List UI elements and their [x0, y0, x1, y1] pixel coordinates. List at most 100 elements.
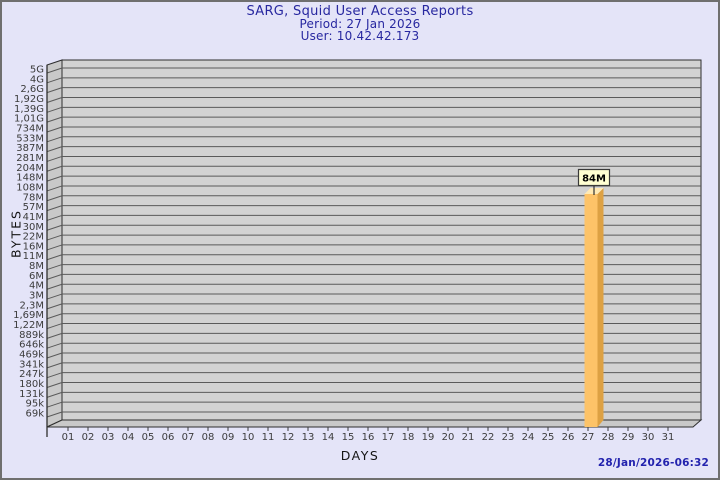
y-tick-label: 1,69M [13, 310, 44, 321]
y-tick [46, 106, 63, 113]
y-tick [46, 264, 63, 271]
y-tick-label: 734M [16, 123, 44, 134]
y-tick-label: 8M [29, 261, 44, 272]
x-tick-label: 23 [502, 432, 515, 443]
y-tick [46, 342, 63, 349]
x-tick-label: 03 [102, 432, 115, 443]
y-tick-label: 4G [30, 74, 44, 85]
x-tick-label: 30 [642, 432, 655, 443]
y-tick [46, 224, 63, 231]
y-tick [46, 293, 63, 300]
x-tick-label: 05 [142, 432, 155, 443]
y-tick [46, 155, 63, 162]
y-tick [46, 372, 63, 379]
x-tick-label: 06 [162, 432, 175, 443]
y-tick-label: 6M [29, 271, 44, 282]
y-tick-label: 180k [19, 379, 44, 390]
x-tick-label: 24 [522, 432, 535, 443]
y-tick-label: 78M [23, 192, 44, 203]
x-tick-label: 27 [582, 432, 595, 443]
x-tick-label: 13 [302, 432, 315, 443]
y-tick-label: 2,3M [19, 300, 44, 311]
x-tick-label: 19 [422, 432, 435, 443]
x-tick-label: 31 [662, 432, 675, 443]
y-tick-label: 387M [16, 143, 44, 154]
y-tick-label: 204M [16, 163, 44, 174]
y-tick-label: 22M [23, 232, 44, 243]
y-tick-label: 95k [25, 399, 44, 410]
y-tick-label: 1,22M [13, 320, 44, 331]
y-tick-label: 69k [25, 409, 44, 420]
x-tick-label: 11 [262, 432, 275, 443]
y-tick [46, 77, 63, 84]
x-tick-label: 26 [562, 432, 575, 443]
y-tick [46, 136, 63, 143]
x-tick-label: 02 [82, 432, 95, 443]
y-tick-label: 646k [19, 340, 44, 351]
y-tick [46, 323, 63, 330]
x-axis-title: DAYS [340, 448, 380, 463]
y-tick-label: 281M [16, 153, 44, 164]
x-tick-label: 16 [362, 432, 375, 443]
y-tick-label: 57M [23, 202, 44, 213]
y-tick-label: 131k [19, 389, 44, 400]
y-tick [46, 185, 63, 192]
generated-timestamp: 28/Jan/2026-06:32 [597, 457, 709, 469]
x-tick-label: 25 [542, 432, 555, 443]
y-tick [46, 362, 63, 369]
y-tick-label: 4M [29, 281, 44, 292]
y-tick [46, 146, 63, 153]
y-tick-label: 1,92G [14, 94, 44, 105]
bar-side-face [597, 188, 604, 427]
y-tick [46, 165, 63, 172]
y-tick-label: 41M [23, 212, 44, 223]
y-tick-label: 30M [23, 222, 44, 233]
y-tick [46, 205, 63, 212]
x-tick-label: 20 [442, 432, 455, 443]
y-tick [46, 273, 63, 280]
y-axis-title: BYTES [8, 209, 24, 258]
back-wall [61, 59, 702, 421]
x-tick-label: 01 [62, 432, 75, 443]
y-tick [46, 283, 63, 290]
y-tick-label: 247k [19, 369, 44, 380]
y-tick [46, 214, 63, 221]
y-tick [46, 126, 63, 133]
bar-day-27 [584, 194, 598, 427]
y-tick-label: 3M [29, 291, 44, 302]
chart-header: SARG, Squid User Access Reports Period: … [2, 5, 718, 42]
y-tick-label: 16M [23, 241, 44, 252]
x-tick-label: 14 [322, 432, 335, 443]
x-tick-label: 21 [462, 432, 475, 443]
y-tick-label: 11M [23, 251, 44, 262]
y-tick-label: 341k [19, 359, 44, 370]
y-tick [46, 195, 63, 202]
chart-user: User: 10.42.42.173 [300, 29, 420, 43]
y-tick [46, 332, 63, 339]
y-tick [46, 234, 63, 241]
x-tick-label: 29 [622, 432, 635, 443]
y-tick-label: 148M [16, 173, 44, 184]
y-tick [46, 391, 63, 398]
y-tick-label: 889k [19, 330, 44, 341]
bar-value-label: 84M [582, 174, 606, 185]
x-tick-label: 28 [602, 432, 615, 443]
x-tick-label: 09 [222, 432, 235, 443]
y-tick [46, 401, 63, 408]
y-tick-label: 1,39G [14, 104, 44, 115]
y-tick [46, 254, 63, 261]
y-tick [46, 411, 63, 418]
y-tick [46, 87, 63, 94]
x-tick-label: 18 [402, 432, 415, 443]
y-tick-label: 469k [19, 350, 44, 361]
y-tick [46, 116, 63, 123]
x-tick-label: 22 [482, 432, 495, 443]
y-tick-label: 2,6G [20, 84, 44, 95]
y-tick [46, 303, 63, 310]
x-tick-label: 15 [342, 432, 355, 443]
x-tick-label: 10 [242, 432, 255, 443]
y-tick [46, 175, 63, 182]
value-label-box [577, 168, 611, 187]
